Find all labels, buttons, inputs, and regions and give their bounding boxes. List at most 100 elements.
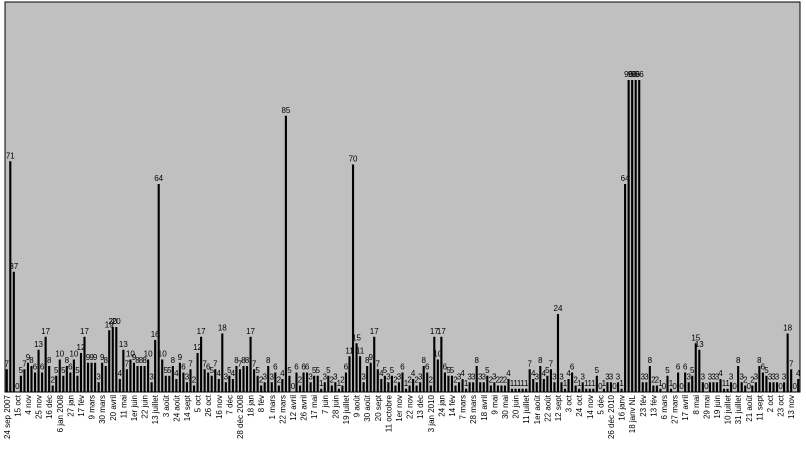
data-label: 5: [450, 366, 455, 375]
x-tick-label: 28 juin: [331, 395, 340, 419]
data-label: 13: [34, 340, 43, 349]
bar: [532, 379, 535, 392]
bar: [383, 375, 386, 392]
x-tick-label: 13 déc: [416, 395, 425, 419]
data-label: 3: [308, 372, 313, 381]
bar: [37, 349, 40, 392]
data-label: 5: [255, 366, 260, 375]
bar: [588, 388, 591, 392]
bar: [132, 362, 136, 392]
data-label: 0: [291, 382, 296, 391]
data-label: 1: [588, 379, 593, 388]
bar: [369, 362, 372, 392]
data-label: 2: [50, 376, 55, 385]
bar: [76, 375, 79, 392]
bar: [277, 385, 280, 392]
data-label: 85: [281, 106, 290, 115]
bar: [210, 375, 213, 392]
x-tick-label: 16 nov: [215, 395, 224, 419]
data-label: 3: [552, 372, 557, 381]
data-label: 8: [103, 356, 108, 365]
bar: [744, 385, 747, 392]
data-label: 2: [330, 376, 335, 385]
x-tick-label: 1 mars: [268, 395, 277, 419]
x-tick-label: 9 août: [353, 394, 362, 417]
bar: [592, 388, 595, 392]
data-label: 96: [631, 70, 640, 79]
bar: [426, 372, 429, 392]
data-label: 5: [315, 366, 320, 375]
data-label: 1: [725, 379, 730, 388]
bar: [242, 366, 245, 392]
bar: [175, 379, 178, 392]
bar: [256, 375, 259, 392]
x-tick-label: 11 sept: [755, 394, 764, 420]
data-label: 0: [747, 382, 752, 391]
bar: [525, 388, 528, 392]
bar: [196, 353, 199, 392]
bar: [549, 369, 552, 392]
bar: [274, 372, 277, 392]
bar: [652, 385, 655, 392]
data-label: 3: [482, 372, 487, 381]
data-label: 3: [149, 372, 154, 381]
bar: [298, 385, 302, 392]
data-label: 13: [119, 340, 128, 349]
data-label: 7: [252, 359, 257, 368]
data-label: 10: [55, 350, 64, 359]
bar: [634, 80, 637, 392]
data-label: 2: [503, 376, 508, 385]
bar: [281, 379, 284, 392]
data-label: 18: [783, 324, 792, 333]
data-label: 7: [5, 359, 10, 368]
bar: [397, 382, 401, 392]
data-label: 10: [126, 350, 135, 359]
x-tick-label: 20 juin: [512, 395, 521, 419]
data-label: 6: [400, 363, 405, 372]
bar: [309, 382, 312, 392]
data-label: 3: [386, 372, 391, 381]
x-tick-label: 7 juin: [321, 395, 330, 414]
bar: [97, 382, 100, 392]
bar: [737, 366, 740, 392]
bar: [571, 372, 574, 392]
bar: [518, 388, 521, 392]
bar: [659, 388, 662, 392]
x-tick-label: 30 mai: [501, 395, 510, 419]
data-label: 1: [513, 379, 518, 388]
data-label: 15: [352, 333, 361, 342]
bar: [253, 369, 256, 392]
bar: [468, 382, 471, 392]
bar: [327, 375, 330, 392]
bar: [143, 366, 146, 392]
data-label: 4: [280, 369, 285, 378]
data-label: 1: [602, 379, 607, 388]
data-label: 8: [139, 356, 144, 365]
data-label: 2: [340, 376, 345, 385]
bar: [26, 362, 30, 392]
data-label: 5: [61, 366, 66, 375]
bar: [786, 333, 789, 392]
data-label: 0: [662, 382, 667, 391]
x-tick-label: 18 jan: [247, 395, 256, 417]
bar: [624, 184, 627, 392]
data-label: 0: [15, 382, 20, 391]
data-label: 3: [270, 372, 275, 381]
data-label: 17: [370, 327, 379, 336]
x-tick-label: 1er août: [533, 394, 542, 424]
bar: [147, 359, 150, 392]
data-label: 3: [616, 372, 621, 381]
bar: [376, 369, 379, 392]
data-label: 1: [404, 379, 409, 388]
bar: [443, 372, 446, 392]
data-label: 16: [151, 330, 160, 339]
data-label: 8: [648, 356, 653, 365]
x-tick-label: 26 oct: [204, 394, 213, 417]
bar: [585, 388, 588, 392]
bar: [609, 382, 613, 392]
bar: [542, 379, 545, 392]
bar: [482, 382, 485, 392]
bar: [245, 366, 249, 392]
data-label: 0: [672, 382, 677, 391]
x-tick-label: 30 mars: [98, 395, 107, 424]
